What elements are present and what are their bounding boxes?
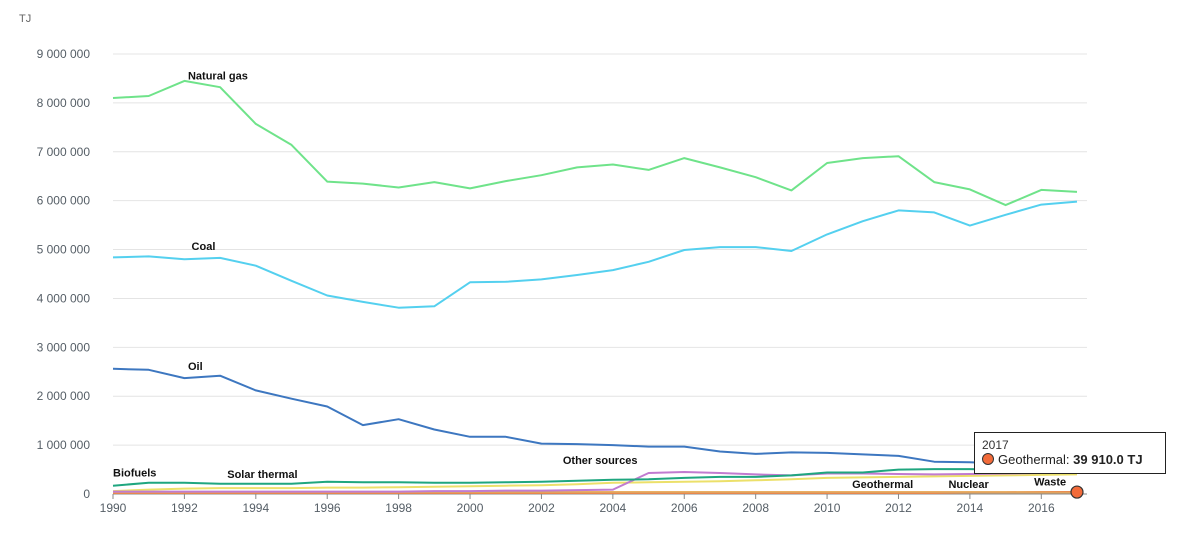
x-tick-label: 2012 xyxy=(885,501,912,515)
y-tick-label: 4 000 000 xyxy=(37,291,91,305)
x-tick-label: 2002 xyxy=(528,501,555,515)
y-tick-label: 7 000 000 xyxy=(37,145,91,159)
series-lines xyxy=(112,79,1078,494)
tooltip-series-name: Geothermal: xyxy=(998,452,1070,467)
y-axis-ticks: 0 1 000 000 2 000 000 3 000 000 4 000 000 5 0… xyxy=(37,47,91,501)
x-tick-label: 1998 xyxy=(385,501,412,515)
series-line-oil[interactable] xyxy=(112,367,1078,465)
data-tooltip: 2017 Geothermal: 39 910.0 TJ xyxy=(974,432,1166,474)
y-tick-label: 9 000 000 xyxy=(37,47,91,61)
tooltip-year: 2017 xyxy=(982,438,1009,452)
x-tick-label: 2000 xyxy=(457,501,484,515)
series-label: Natural gas xyxy=(188,70,248,82)
x-tick-label: 1994 xyxy=(242,501,269,515)
series-label: Waste xyxy=(1034,477,1066,489)
x-tick-label: 2014 xyxy=(957,501,984,515)
y-tick-label: 2 000 000 xyxy=(37,389,91,403)
series-line-solar-thermal[interactable] xyxy=(112,473,1078,493)
x-tick-label: 2010 xyxy=(814,501,841,515)
series-color-dot-icon xyxy=(982,453,994,465)
x-tick-label: 1996 xyxy=(314,501,341,515)
y-tick-label: 3 000 000 xyxy=(37,340,91,354)
series-label: Nuclear xyxy=(948,479,989,491)
series-label: Coal xyxy=(192,241,216,253)
series-line-natural-gas[interactable] xyxy=(112,79,1078,207)
series-label: Oil xyxy=(188,361,203,373)
y-tick-label: 5 000 000 xyxy=(37,243,91,257)
series-label: Geothermal xyxy=(852,479,913,491)
x-tick-label: 1992 xyxy=(171,501,198,515)
series-line-other-sources[interactable] xyxy=(113,471,1078,493)
series-line-biofuels[interactable] xyxy=(112,467,1078,487)
x-tick-label: 1990 xyxy=(100,501,127,515)
y-tick-label: 6 000 000 xyxy=(37,194,91,208)
y-axis-unit-label: TJ xyxy=(19,13,31,25)
x-tick-label: 2016 xyxy=(1028,501,1055,515)
x-tick-label: 2008 xyxy=(742,501,769,515)
y-tick-label: 8 000 000 xyxy=(37,96,91,110)
y-tick-label: 1 000 000 xyxy=(37,438,91,452)
series-line-coal[interactable] xyxy=(112,200,1078,309)
x-tick-label: 2006 xyxy=(671,501,698,515)
series-labels: Natural gas Coal Oil Biofuels Solar thermal O… xyxy=(113,70,1066,491)
y-tick-label: 0 xyxy=(83,487,90,501)
series-label: Biofuels xyxy=(113,467,156,479)
gridlines xyxy=(113,53,1087,495)
x-tick-label: 2004 xyxy=(600,501,627,515)
geothermal-2017-hover-point[interactable] xyxy=(1070,485,1084,499)
x-axis-ticks: 1990 1992 1994 1996 1998 2000 2002 2004 2006 2008… xyxy=(100,494,1055,515)
tooltip-row: Geothermal: 39 910.0 TJ xyxy=(982,452,1143,467)
series-label: Other sources xyxy=(563,455,638,467)
tooltip-value: 39 910.0 TJ xyxy=(1073,452,1143,467)
series-label: Solar thermal xyxy=(227,469,297,481)
